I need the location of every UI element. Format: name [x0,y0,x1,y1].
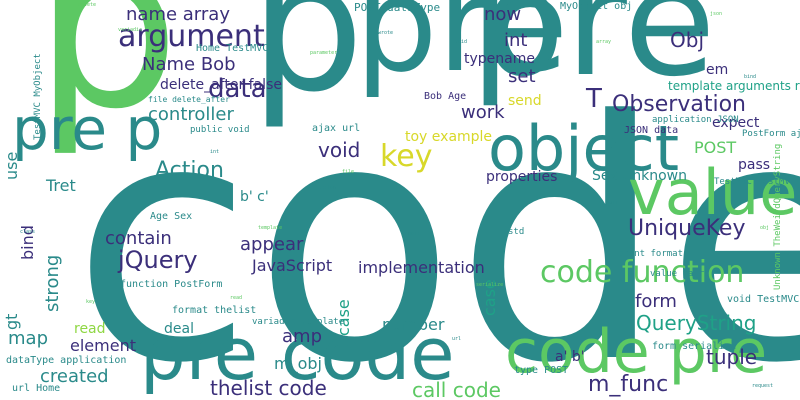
word-bind: b' c' [240,190,269,204]
tiny-word-2: parameter [310,51,337,56]
word-use: Tret [46,178,76,194]
tiny-word-8: read [230,296,242,301]
phrase-form-serialize: value pairs [650,270,710,279]
word-using: map [8,330,48,348]
tiny-word-9: post [408,232,420,237]
tiny-word-11: void [455,40,467,45]
phrase-function-postform: dataType application [6,356,126,366]
tiny-word-20: key [86,300,95,305]
phrase-bob-age: public void [190,126,250,135]
phrase-url-home: type POST [514,366,568,376]
word-em: em [706,63,728,77]
word-send: send [508,94,542,108]
phrase-public-void: application JSON [652,116,739,125]
word-created: gt [4,314,20,330]
word-obj: Obj [670,30,704,50]
tiny-word-7: Action [318,186,336,191]
word-observation: Observation [612,94,746,116]
word-void: void [318,140,360,160]
word-read: m_obj [274,356,322,372]
word-deal: implementation [358,260,485,276]
word-form: form [635,293,677,311]
tiny-word-6: template [258,226,282,231]
phrase-testmvc-testmvc: function PostForm [120,280,222,290]
word-properties: use [4,152,20,180]
tiny-word-14: obj [760,226,769,231]
phrase-variadic-template: form serialize [652,342,736,352]
word-now: now [484,6,521,24]
word-toy-example: Sex Unknown [592,169,687,183]
word-call-code: call code [412,380,501,400]
word-element: deal [164,322,194,336]
phrase-void-testmvc: print format [618,250,683,259]
word-post: POST [694,140,736,156]
word-m-func: m_func [588,374,668,396]
word-jquery: jQuery [118,248,198,272]
tiny-word-13: bind [744,75,756,80]
word-work: work [461,104,505,122]
tiny-word-3: wrote [378,31,393,36]
tiny-word-18: json [710,12,722,17]
word-int: int [504,32,527,50]
word-amp: JavaScript [252,258,332,274]
word-m-obj: appear [240,236,303,254]
word-specific: strong [44,255,62,312]
tiny-word-1: delete [78,3,96,8]
word-t: T [586,86,602,112]
word-contain: contain [105,230,172,248]
word-thelist-code: thelist code [210,378,327,398]
phrase-file-delete-after: ajax url [312,124,360,134]
phrase-age-sex: format thelist [172,306,256,316]
phrase-value-pairs: std [508,228,524,237]
word-set: set [508,68,536,86]
phrase-application-json: TestMVC TestMVC [714,178,795,187]
word-p-center: p [250,0,364,118]
word-code-function: code function [540,258,744,288]
word-controller: controller [148,106,234,124]
phrase-delete-after: POST dataType [354,2,440,13]
word-tret: a' b' [555,350,585,364]
tiny-word-17: request [752,384,773,389]
phrase-datatype-application: variadic template [252,318,344,327]
word-case: toy example [405,130,492,144]
word-pass: pass [738,158,770,172]
phrase-ajax-url: JSON data [624,126,678,136]
word-name-array: name array [126,6,230,24]
word-key: key [380,142,433,172]
word-querystring: QueryString [636,313,756,333]
word-bc: delete_after false [160,78,282,92]
word-std: Unknown TheWeirdQueryString [774,144,783,290]
word-print-format: TestMVC MyObject [34,53,43,140]
tiny-word-16: serialize [476,283,503,288]
tiny-word-5: int [210,150,219,155]
word-strong: element [70,338,136,354]
word-ab: template arguments read_file file [668,80,800,92]
word-name-bob: Name Bob [142,56,236,74]
phrase-post-datatype: Home TestMVC [196,44,268,54]
word-action: Action [155,160,224,182]
tiny-word-4: variadic [118,28,142,33]
phrase-json-data: PostForm ajax [742,130,800,139]
word-typename: typename [464,52,535,66]
tiny-word-15: url [452,337,461,342]
phrase-postform-ajax: Age Sex [150,212,192,222]
phrase-type-post: void TestMVC [727,295,799,305]
word-appear: number [382,317,444,333]
phrase-home-testmvc: Bob Age [424,92,466,102]
tiny-word-21: pass [606,201,618,206]
phrase-format-thelist: url Home [12,384,60,394]
word-number: properties [486,170,557,184]
word-map: read [74,322,106,336]
tiny-word-12: array [596,40,611,45]
phrase-template-args: MyObject obj [560,2,632,12]
tiny-word-19: class [20,230,35,235]
tiny-word-10: file [342,170,354,175]
word-uniquekey: UniqueKey [628,218,746,240]
phrase-myobject-obj: file delete_after [148,96,230,104]
word-gt: amp [282,328,322,346]
